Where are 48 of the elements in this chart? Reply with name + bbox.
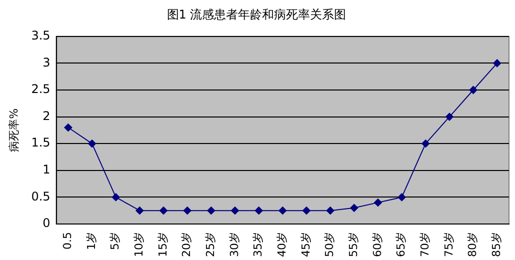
x-tick-label: 80岁 [466, 232, 480, 258]
y-tick-label: 3 [42, 55, 50, 70]
point [422, 140, 430, 148]
x-tick-label: 15岁 [156, 232, 170, 258]
x-tick-label: 0.5 [61, 232, 74, 250]
point [278, 206, 287, 215]
point [374, 198, 382, 207]
y-tick-label: 0 [42, 216, 50, 230]
x-tick-label: 45岁 [299, 232, 312, 258]
point [326, 206, 334, 215]
x-tick-label: 1岁 [84, 232, 98, 250]
x-tick-label: 30岁 [228, 232, 241, 258]
x-tick-label: 85岁 [490, 232, 503, 258]
y-tick-label: 2 [42, 108, 50, 123]
point [207, 206, 216, 215]
x-tick-label: 60岁 [370, 232, 384, 258]
chart-title: 图1 流感患者年龄和病死率关系图 [166, 7, 346, 22]
y-tick-label: 2.5 [31, 82, 50, 96]
x-tick-label: 20岁 [180, 232, 194, 258]
x-tick-label: 10岁 [132, 232, 146, 258]
y-tick-label: 3.5 [31, 28, 50, 43]
point [230, 206, 239, 215]
y-tick-label: 0.5 [31, 189, 50, 204]
x-tick-label: 25岁 [204, 232, 218, 258]
point [469, 86, 478, 94]
point [445, 112, 454, 121]
y-tick-label: 1 [42, 162, 50, 177]
point [112, 193, 120, 202]
point [350, 204, 358, 212]
point [64, 124, 72, 132]
x-tick-label: 35岁 [252, 232, 265, 258]
point [183, 206, 192, 215]
x-tick-label: 65岁 [394, 232, 408, 258]
point [493, 59, 502, 68]
x-tick-label: 70岁 [418, 232, 432, 258]
x-tick-label: 40岁 [276, 232, 288, 258]
y-tick-label: 1.5 [31, 136, 50, 150]
point [88, 140, 96, 148]
point [254, 206, 263, 215]
x-tick-label: 5岁 [108, 232, 122, 250]
point [398, 193, 406, 202]
x-tick-label: 55岁 [346, 232, 360, 258]
point [302, 206, 310, 215]
x-tick-label: 75岁 [442, 232, 456, 258]
x-tick-label: 50岁 [323, 232, 336, 258]
y-axis-title: 病死率% [7, 108, 20, 152]
point [160, 206, 168, 215]
point [136, 206, 144, 215]
